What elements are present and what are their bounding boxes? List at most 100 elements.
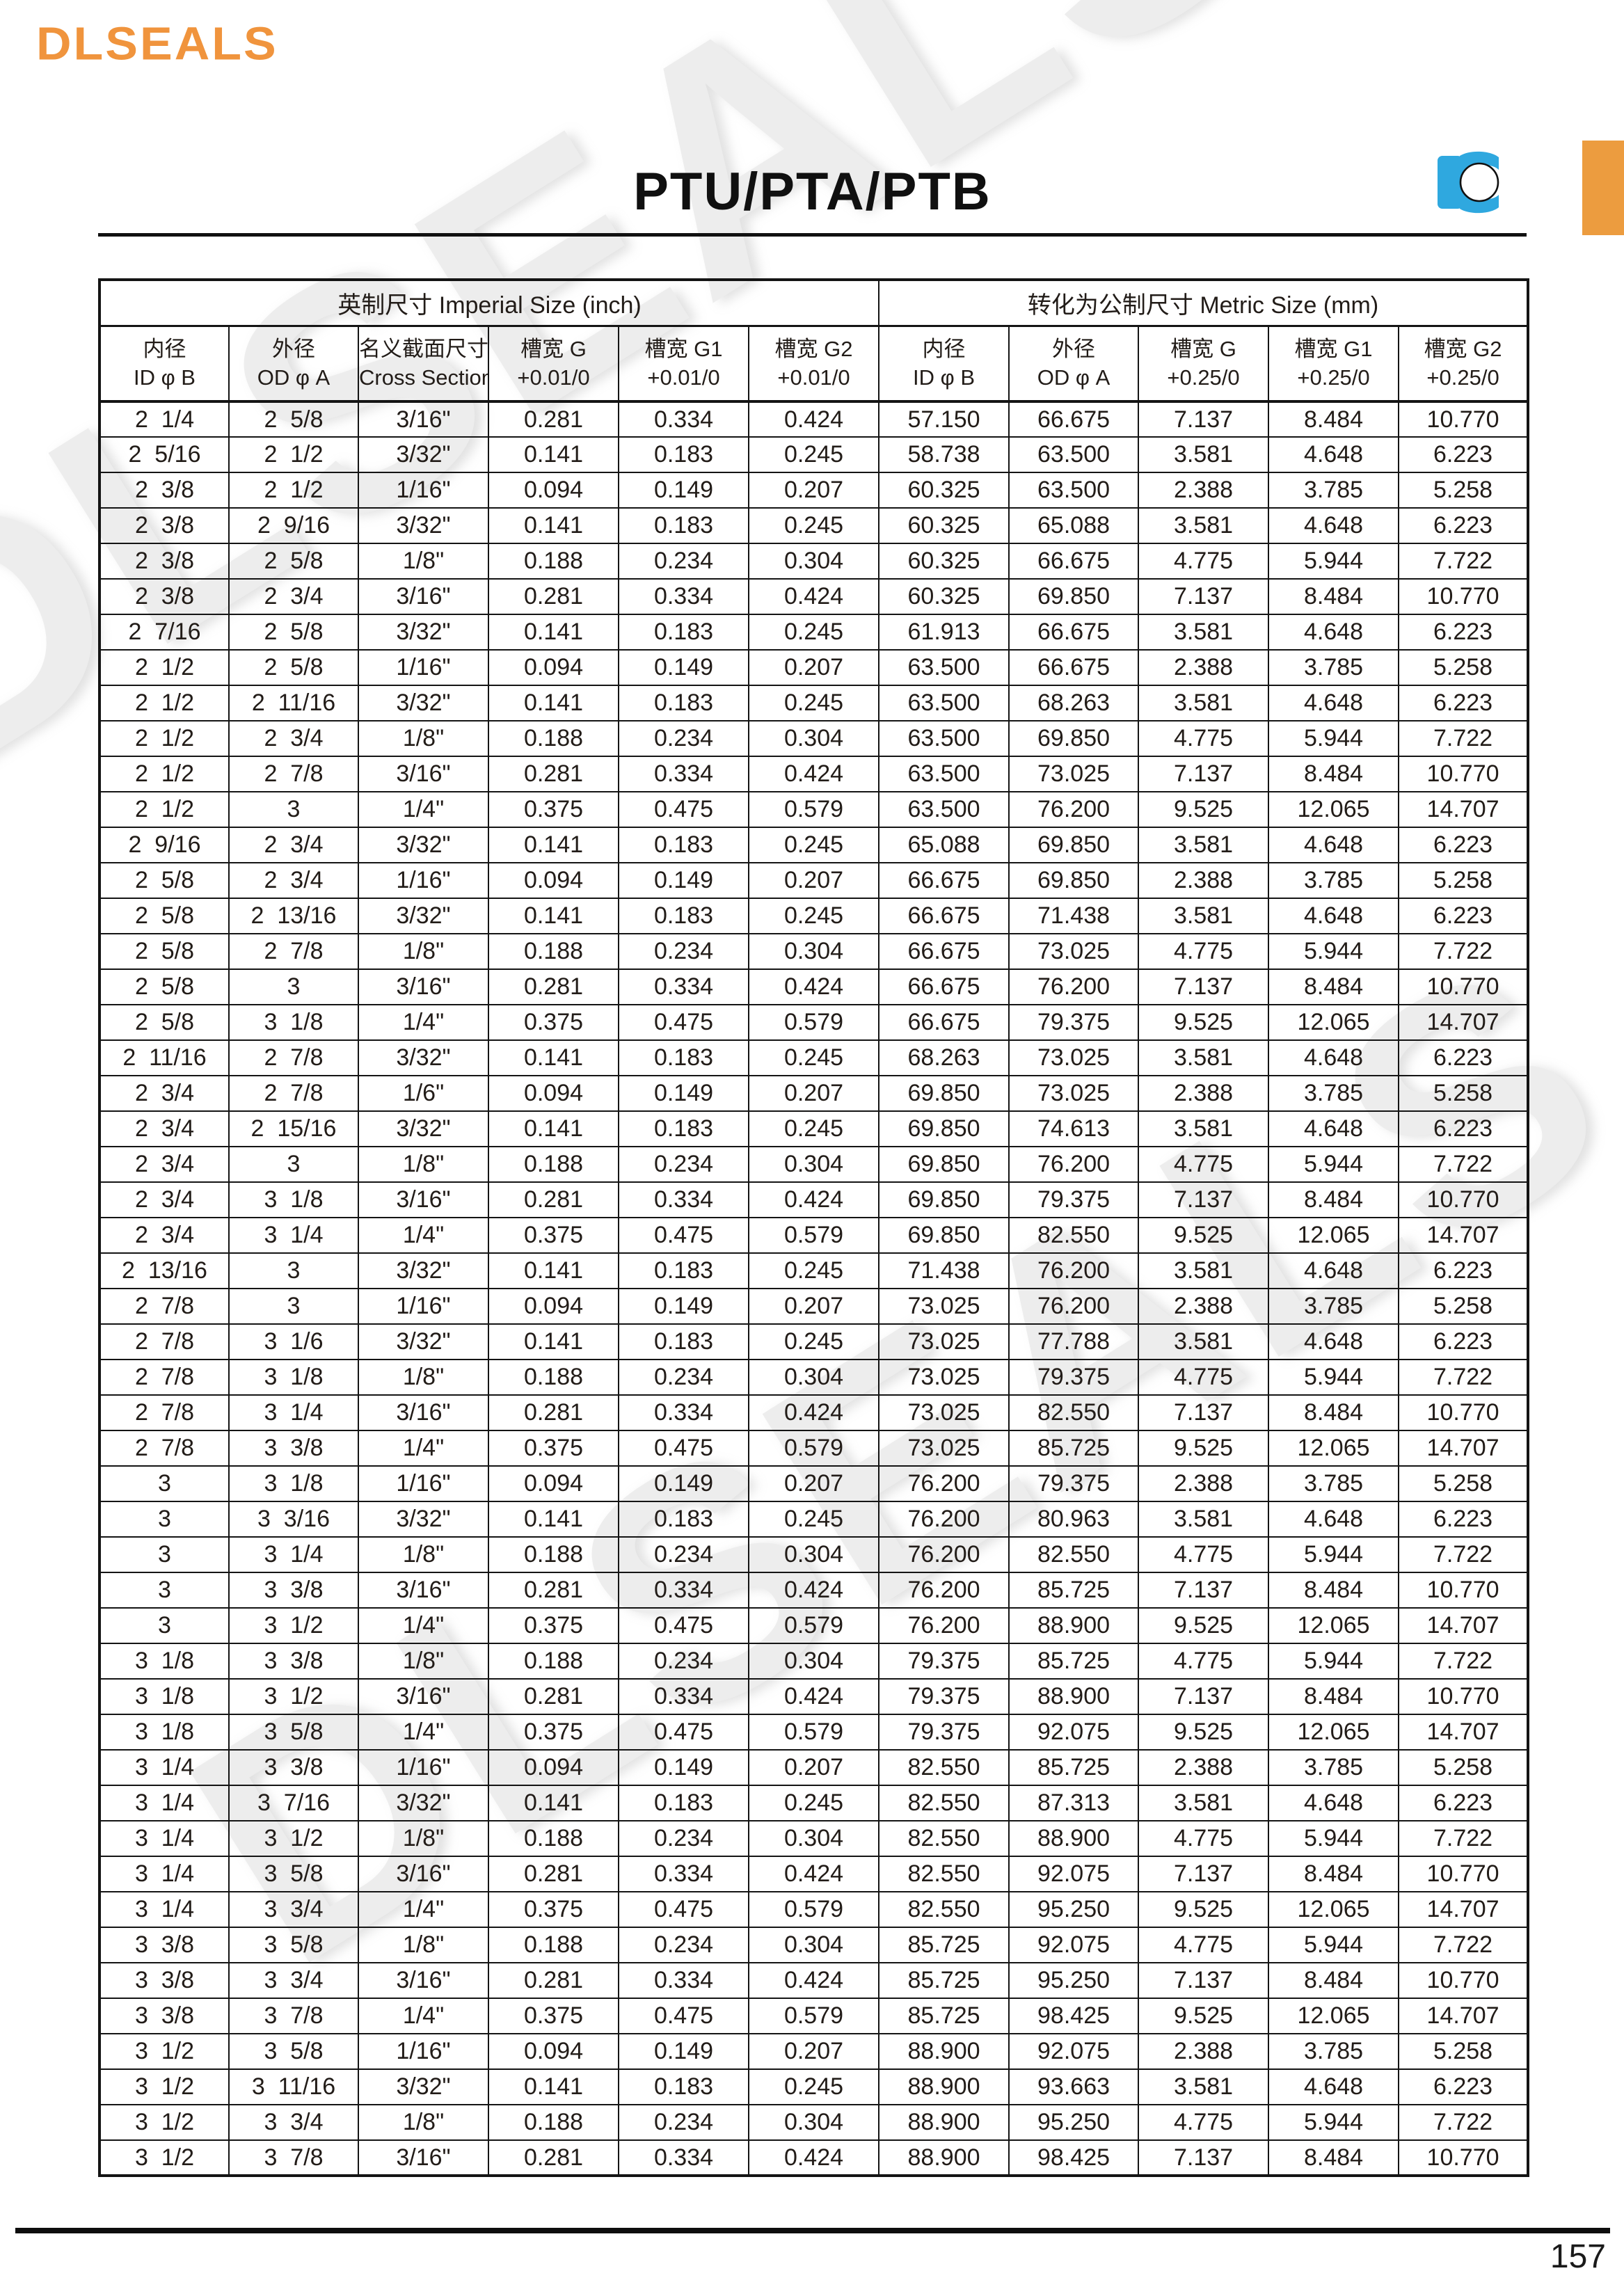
table-row: 2 13/16 3 3/32" 0.141 0.183 0.245 71.438 76.200… xyxy=(99,1252,1529,1289)
table-row: 2 5/16 2 1/2 3/32" 0.141 0.183 0.245 58.738 63.… xyxy=(99,436,1529,473)
cell: 5.944 xyxy=(1268,720,1400,757)
cell: 60.325 xyxy=(878,472,1010,509)
cell: 1/4" xyxy=(358,1430,489,1467)
cell: 3 1/4 xyxy=(228,1217,359,1254)
table-row: 2 1/2 3 1/4" 0.375 0.475 0.579 63.500 76.200 9.5… xyxy=(99,791,1529,828)
cell: 85.725 xyxy=(1008,1643,1140,1680)
cell: 3 5/8 xyxy=(228,1714,359,1751)
cell: 0.375 xyxy=(488,1607,619,1644)
cell: 4.648 xyxy=(1268,827,1400,863)
cell: 0.475 xyxy=(618,1430,749,1467)
cell: 2 5/8 xyxy=(228,401,359,438)
cell: 5.258 xyxy=(1398,649,1529,686)
cell: 0.141 xyxy=(488,1039,619,1076)
cell: 79.375 xyxy=(1008,1359,1140,1396)
cell: 0.094 xyxy=(488,862,619,899)
cell: 0.141 xyxy=(488,1323,619,1360)
cell: 0.579 xyxy=(747,1714,880,1751)
cell: 2.388 xyxy=(1138,649,1270,686)
cell: 1/4" xyxy=(358,1998,489,2034)
cell: 5.944 xyxy=(1268,1536,1400,1573)
cell: 3.581 xyxy=(1138,2068,1270,2105)
cell: 3 7/8 xyxy=(228,2139,359,2176)
cell: 0.334 xyxy=(618,1856,749,1892)
cell: 3.581 xyxy=(1138,827,1270,863)
cell: 7.137 xyxy=(1138,1394,1270,1431)
cell: 73.025 xyxy=(1008,1039,1140,1076)
cell: 0.149 xyxy=(618,1288,749,1325)
cell: 1/16" xyxy=(358,1465,489,1502)
cell: 7.137 xyxy=(1138,2139,1270,2176)
cell: 0.475 xyxy=(618,1607,749,1644)
cell: 10.770 xyxy=(1398,2139,1529,2176)
cell: 0.424 xyxy=(747,756,880,792)
cell: 0.207 xyxy=(747,472,880,509)
cell: 14.707 xyxy=(1398,1998,1529,2034)
cell: 73.025 xyxy=(878,1288,1010,1325)
cell: 2 7/8 xyxy=(228,756,359,792)
cell: 3/32" xyxy=(358,436,489,473)
cell: 3/32" xyxy=(358,614,489,651)
table-row: 2 3/4 3 1/8 3/16" 0.281 0.334 0.424 69.850 79.3… xyxy=(99,1181,1529,1218)
side-accent-bar xyxy=(1582,141,1624,235)
cell: 73.025 xyxy=(1008,1075,1140,1112)
cell: 3 1/2 xyxy=(228,1820,359,1857)
cell: 3 1/4 xyxy=(99,1891,230,1928)
cell: 92.075 xyxy=(1008,1927,1140,1963)
cell: 3.785 xyxy=(1268,1075,1400,1112)
table-row: 2 5/8 3 1/8 1/4" 0.375 0.475 0.579 66.675 79.37… xyxy=(99,1004,1529,1041)
cell: 3.581 xyxy=(1138,1323,1270,1360)
cell: 1/8" xyxy=(358,1536,489,1573)
cell: 60.325 xyxy=(878,578,1010,615)
cell: 2 5/8 xyxy=(99,1004,230,1041)
title-rule xyxy=(98,233,1527,237)
cell: 7.722 xyxy=(1398,720,1529,757)
cell: 3 3/8 xyxy=(228,1749,359,1786)
cell: 3 1/8 xyxy=(228,1181,359,1218)
cell: 98.425 xyxy=(1008,2139,1140,2176)
cell: 1/4" xyxy=(358,1714,489,1751)
table-row: 3 3/8 3 7/8 1/4" 0.375 0.475 0.579 85.725 98.42… xyxy=(99,1998,1529,2034)
cell: 6.223 xyxy=(1398,436,1529,473)
cell: 0.188 xyxy=(488,933,619,970)
cell: 6.223 xyxy=(1398,614,1529,651)
col-header: 槽宽 G2 +0.25/0 xyxy=(1398,325,1529,403)
cell: 88.900 xyxy=(878,2104,1010,2141)
cell: 4.648 xyxy=(1268,507,1400,544)
cell: 4.775 xyxy=(1138,720,1270,757)
cell: 0.424 xyxy=(747,1678,880,1715)
cell: 85.725 xyxy=(878,1962,1010,1999)
cell: 0.234 xyxy=(618,933,749,970)
cell: 10.770 xyxy=(1398,1678,1529,1715)
cell: 0.475 xyxy=(618,1714,749,1751)
table-row: 2 7/8 3 1/6 3/32" 0.141 0.183 0.245 73.025 77.7… xyxy=(99,1323,1529,1360)
cell: 0.245 xyxy=(747,2068,880,2105)
cell: 3/16" xyxy=(358,1962,489,1999)
cell: 0.281 xyxy=(488,2139,619,2176)
cell: 0.304 xyxy=(747,720,880,757)
cell: 4.648 xyxy=(1268,1785,1400,1821)
cell: 5.944 xyxy=(1268,1359,1400,1396)
cell: 0.183 xyxy=(618,436,749,473)
cell: 0.579 xyxy=(747,1998,880,2034)
cell: 2 5/8 xyxy=(228,649,359,686)
cell: 66.675 xyxy=(1008,614,1140,651)
cell: 63.500 xyxy=(1008,472,1140,509)
cell: 6.223 xyxy=(1398,1501,1529,1538)
cell: 2.388 xyxy=(1138,1749,1270,1786)
cell: 5.258 xyxy=(1398,2033,1529,2070)
cell: 0.579 xyxy=(747,1607,880,1644)
table-row: 3 1/2 3 7/8 3/16" 0.281 0.334 0.424 88.900 98.4… xyxy=(99,2139,1529,2176)
cell: 2 7/8 xyxy=(228,1039,359,1076)
cell: 76.200 xyxy=(878,1501,1010,1538)
cell: 0.304 xyxy=(747,2104,880,2141)
cell: 12.065 xyxy=(1268,1217,1400,1254)
cell: 0.188 xyxy=(488,543,619,580)
cell: 9.525 xyxy=(1138,1714,1270,1751)
cell: 3 5/8 xyxy=(228,2033,359,2070)
cell: 2 13/16 xyxy=(99,1252,230,1289)
cell: 69.850 xyxy=(1008,862,1140,899)
cell: 3 1/6 xyxy=(228,1323,359,1360)
cell: 8.484 xyxy=(1268,401,1400,438)
cell: 79.375 xyxy=(878,1643,1010,1680)
